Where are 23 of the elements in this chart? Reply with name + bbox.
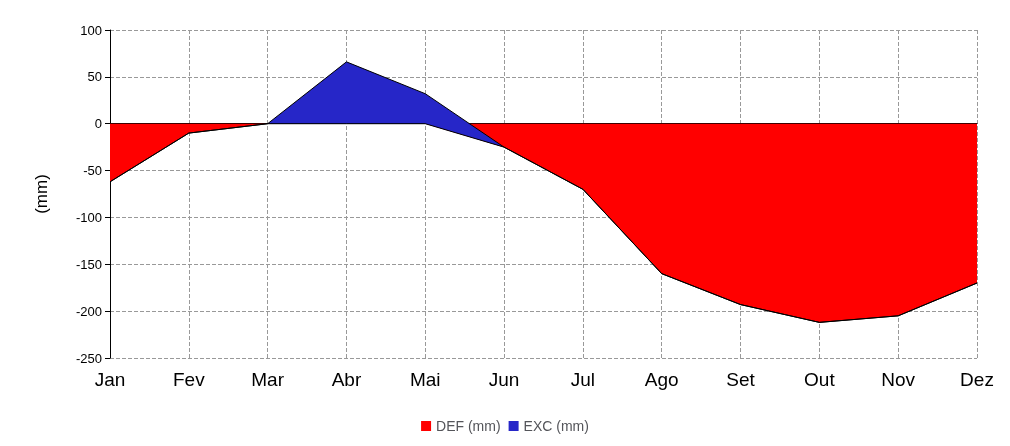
y-tick-label: 0 — [94, 116, 102, 132]
x-tick-label: Mar — [251, 369, 285, 390]
x-tick-label: Mai — [409, 369, 441, 390]
x-tick-label: Abr — [331, 369, 362, 390]
y-tick-label: -100 — [75, 209, 102, 225]
y-tick-label: 100 — [80, 22, 102, 38]
y-tick-label: -200 — [75, 303, 102, 319]
x-tick-label: Fev — [172, 369, 206, 390]
y-tick-label: -150 — [75, 256, 102, 272]
x-tick-label: Dez — [960, 369, 994, 390]
legend-label: EXC (mm) — [523, 418, 589, 434]
x-tick-label: Set — [726, 369, 756, 390]
x-tick-label: Jul — [570, 369, 596, 390]
y-axis-title: (mm) — [32, 174, 51, 214]
x-tick-label: Out — [804, 369, 836, 390]
x-tick-label: Jan — [94, 369, 126, 390]
x-tick-label: Nov — [881, 369, 916, 390]
x-tick-label: Jun — [488, 369, 520, 390]
y-tick-label: -250 — [75, 350, 102, 366]
y-tick-label: 50 — [87, 69, 102, 85]
x-tick-label: Ago — [644, 369, 679, 390]
legend-label: DEF (mm) — [436, 418, 501, 434]
y-tick-label: -50 — [83, 163, 102, 179]
